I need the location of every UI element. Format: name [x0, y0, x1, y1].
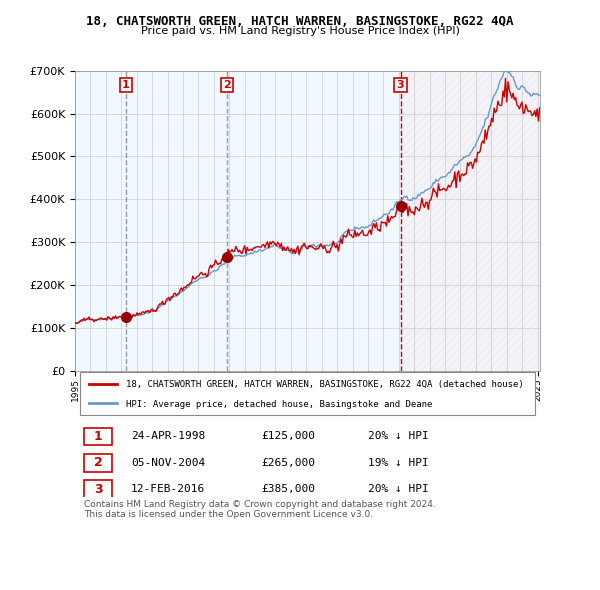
Text: 18, CHATSWORTH GREEN, HATCH WARREN, BASINGSTOKE, RG22 4QA: 18, CHATSWORTH GREEN, HATCH WARREN, BASI… — [86, 15, 514, 28]
Text: HPI: Average price, detached house, Basingstoke and Deane: HPI: Average price, detached house, Basi… — [126, 400, 433, 409]
Text: 3: 3 — [397, 80, 404, 90]
Text: 19% ↓ HPI: 19% ↓ HPI — [368, 458, 428, 468]
Text: £385,000: £385,000 — [261, 484, 315, 494]
Text: 2: 2 — [223, 80, 230, 90]
Text: 18, CHATSWORTH GREEN, HATCH WARREN, BASINGSTOKE, RG22 4QA (detached house): 18, CHATSWORTH GREEN, HATCH WARREN, BASI… — [126, 380, 524, 389]
FancyBboxPatch shape — [84, 428, 112, 445]
Text: 12-FEB-2016: 12-FEB-2016 — [131, 484, 205, 494]
Text: 2: 2 — [94, 456, 103, 469]
FancyBboxPatch shape — [80, 372, 535, 415]
FancyBboxPatch shape — [84, 480, 112, 498]
Text: 05-NOV-2004: 05-NOV-2004 — [131, 458, 205, 468]
Bar — [401, 71, 540, 371]
Text: 24-APR-1998: 24-APR-1998 — [131, 431, 205, 441]
Text: 20% ↓ HPI: 20% ↓ HPI — [368, 484, 428, 494]
Bar — [75, 71, 401, 371]
Text: £265,000: £265,000 — [261, 458, 315, 468]
Text: 20% ↓ HPI: 20% ↓ HPI — [368, 431, 428, 441]
Text: Contains HM Land Registry data © Crown copyright and database right 2024.
This d: Contains HM Land Registry data © Crown c… — [84, 500, 436, 519]
Text: 1: 1 — [122, 80, 130, 90]
Text: 1: 1 — [94, 430, 103, 443]
Text: £125,000: £125,000 — [261, 431, 315, 441]
Text: Price paid vs. HM Land Registry's House Price Index (HPI): Price paid vs. HM Land Registry's House … — [140, 26, 460, 36]
FancyBboxPatch shape — [84, 454, 112, 471]
Text: 3: 3 — [94, 483, 103, 496]
